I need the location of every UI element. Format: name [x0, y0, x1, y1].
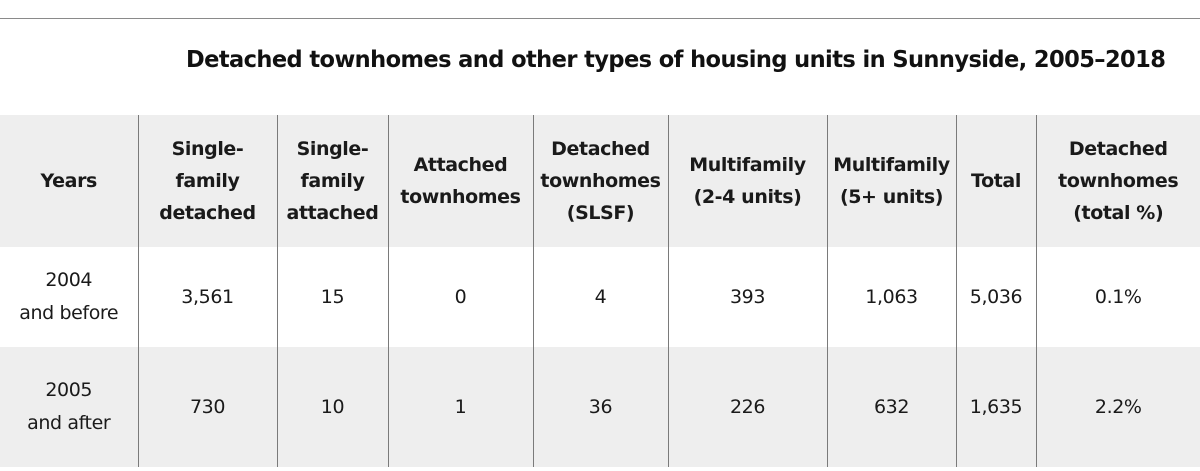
header-row: Years Single- family detached Single- fa… [0, 115, 1200, 247]
cell-single-family-detached: 3,561 [137, 247, 278, 347]
header-years: Years [0, 115, 139, 247]
table-row: 2005 and after 730 10 1 36 226 632 1,635… [0, 347, 1200, 467]
cell-single-family-attached: 15 [276, 247, 389, 347]
header-multifamily-5-plus: Multifamily (5+ units) [826, 115, 957, 247]
cell-multifamily-5-plus: 632 [826, 347, 957, 467]
header-detached-townhomes-slsf: Detached townhomes (SLSF) [532, 115, 669, 247]
cell-detached-townhomes-slsf: 36 [532, 347, 669, 467]
table-row: 2004 and before 3,561 15 0 4 393 1,063 5… [0, 247, 1200, 347]
cell-years: 2005 and after [0, 347, 139, 467]
cell-detached-townhomes-pct: 2.2% [1035, 347, 1200, 467]
header-single-family-attached: Single- family attached [276, 115, 389, 247]
cell-detached-townhomes-pct: 0.1% [1035, 247, 1200, 347]
cell-multifamily-5-plus: 1,063 [826, 247, 957, 347]
top-rule [0, 18, 1200, 19]
cell-multifamily-2-4: 226 [667, 347, 828, 467]
cell-years: 2004 and before [0, 247, 139, 347]
cell-attached-townhomes: 1 [387, 347, 534, 467]
cell-total: 1,635 [955, 347, 1037, 467]
header-total: Total [955, 115, 1037, 247]
header-attached-townhomes: Attached townhomes [387, 115, 534, 247]
header-single-family-detached: Single- family detached [137, 115, 278, 247]
header-detached-townhomes-pct: Detached townhomes (total %) [1035, 115, 1200, 247]
cell-attached-townhomes: 0 [387, 247, 534, 347]
housing-table: Years Single- family detached Single- fa… [0, 115, 1200, 467]
cell-multifamily-2-4: 393 [667, 247, 828, 347]
header-multifamily-2-4: Multifamily (2-4 units) [667, 115, 828, 247]
cell-total: 5,036 [955, 247, 1037, 347]
cell-single-family-attached: 10 [276, 347, 389, 467]
cell-single-family-detached: 730 [137, 347, 278, 467]
table-title: Detached townhomes and other types of ho… [186, 47, 1166, 73]
cell-detached-townhomes-slsf: 4 [532, 247, 669, 347]
